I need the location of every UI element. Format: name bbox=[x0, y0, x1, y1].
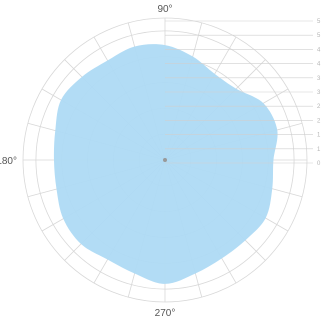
angle-labels: 90°180°270°0° bbox=[0, 4, 176, 319]
radial-tick-label: 0 bbox=[317, 161, 321, 167]
angle-label-180: 180° bbox=[0, 156, 17, 167]
angle-label-270: 270° bbox=[155, 308, 176, 319]
radial-tick-label: 5 bbox=[317, 19, 321, 25]
angle-label-90: 90° bbox=[157, 4, 172, 15]
radial-tick-labels: 5 5 4 4 3 3 2 2 1 1 0 bbox=[317, 19, 321, 167]
data-area bbox=[53, 44, 278, 284]
radial-tick-label: 5 bbox=[317, 33, 321, 39]
radial-tick-label: 1 bbox=[317, 133, 321, 139]
radial-tick-label: 1 bbox=[317, 147, 321, 153]
radial-tick-label: 4 bbox=[317, 62, 321, 68]
radial-tick-leaders bbox=[165, 20, 313, 164]
radial-tick-label: 2 bbox=[317, 104, 321, 110]
radial-tick-label: 3 bbox=[317, 90, 321, 96]
radial-tick-label: 4 bbox=[317, 47, 321, 53]
radial-tick-label: 2 bbox=[317, 118, 321, 124]
radial-tick-label: 3 bbox=[317, 76, 321, 82]
center-marker bbox=[163, 158, 167, 162]
